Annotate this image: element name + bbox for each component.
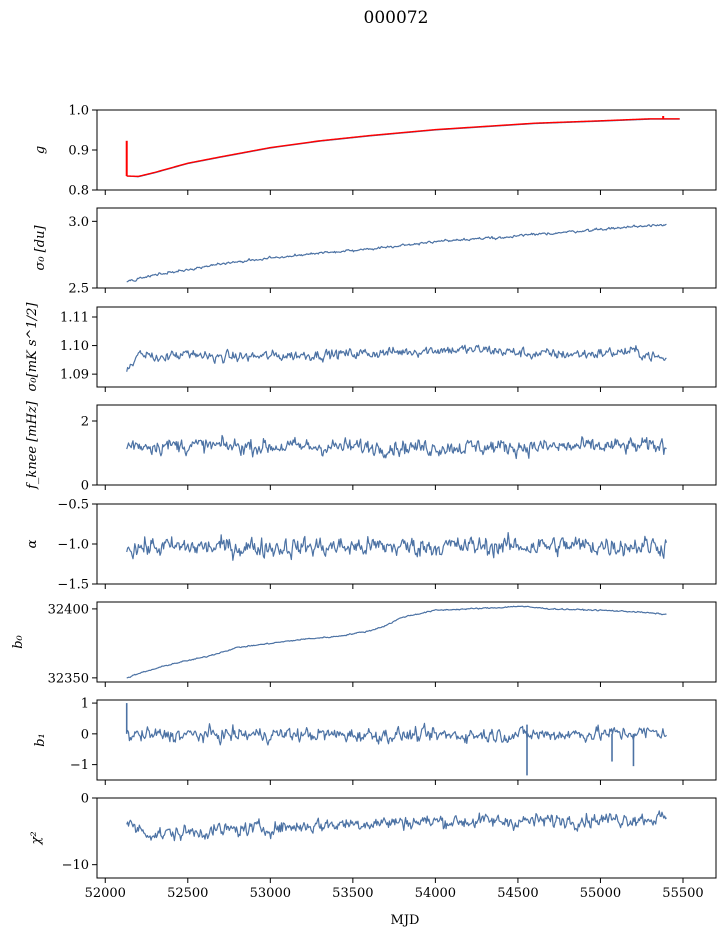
x-tick-label: 52500 — [167, 886, 208, 901]
y-tick-label: 0 — [81, 479, 89, 494]
plot-frame — [96, 797, 717, 879]
series-line-1 — [126, 118, 680, 178]
x-tick-label: 52000 — [85, 886, 126, 901]
y-axis-label: α — [25, 539, 40, 548]
subplot-6: 32350 32400 b₀ — [11, 601, 717, 687]
y-tick-label: 3.0 — [68, 215, 89, 230]
y-axis-label: f_knee [mHz] — [25, 400, 40, 490]
y-tick-label: 2.5 — [68, 282, 89, 297]
y-tick-label: 1 — [81, 697, 89, 712]
series-line-1 — [126, 434, 667, 460]
series-line-2 — [126, 118, 680, 178]
subplot-1: 0.8 0.9 1.0 g — [33, 104, 717, 199]
y-tick-label: 1.10 — [60, 339, 89, 354]
subplot-4: 0 2 f_knee [mHz] — [25, 400, 717, 494]
y-axis-label: b₀ — [11, 634, 26, 648]
x-tick-label: 54000 — [415, 886, 456, 901]
series-line-1 — [126, 605, 667, 679]
series-line-1 — [126, 223, 667, 283]
y-tick-label: 1.09 — [60, 368, 89, 383]
series-line-1 — [126, 722, 667, 746]
figure-title: 000072 — [364, 8, 429, 28]
y-tick-label: 0 — [81, 792, 89, 807]
series-line-1 — [126, 531, 668, 561]
y-tick-label: 0.9 — [68, 144, 89, 159]
y-tick-label: 2 — [81, 415, 89, 430]
y-axis-label: χ² — [29, 831, 44, 845]
x-tick-label: 55500 — [662, 886, 703, 901]
y-axis-label: g — [33, 146, 48, 154]
y-axis-label: σ₀ [du] — [33, 225, 48, 271]
x-tick-label: 53000 — [250, 886, 291, 901]
y-axis-label: σ₀[mK s^1/2] — [25, 302, 40, 392]
y-tick-label: 0 — [81, 727, 89, 742]
y-axis-label: b₁ — [33, 733, 48, 747]
plot-frame — [96, 699, 717, 781]
subplot-2: 2.5 3.0 σ₀ [du] — [33, 207, 717, 297]
plot-frame — [96, 404, 717, 486]
y-tick-label: −1.5 — [57, 578, 89, 593]
y-tick-label: 32400 — [48, 602, 89, 617]
y-tick-label: −1.0 — [57, 538, 89, 553]
series-line-1 — [126, 810, 667, 842]
y-tick-label: 1.11 — [60, 311, 89, 326]
y-tick-label: −1 — [70, 758, 89, 773]
plot-frame — [96, 109, 717, 191]
y-tick-label: 32350 — [48, 671, 89, 686]
y-tick-label: −10 — [62, 858, 89, 873]
plot-frame — [96, 306, 717, 388]
series-line-1 — [126, 344, 667, 372]
y-tick-label: −0.5 — [57, 498, 89, 513]
plot-frame — [96, 207, 717, 289]
subplot-5: −1.5 −1.0 −0.5 α — [25, 498, 717, 593]
subplot-7: −1 0 1 b₁ — [33, 697, 717, 785]
plot-frame — [96, 503, 717, 585]
x-tick-label: 53500 — [332, 886, 373, 901]
y-tick-label: 0.8 — [68, 184, 89, 199]
x-axis-label: MJD — [391, 913, 420, 928]
y-tick-label: 1.0 — [68, 104, 89, 119]
x-tick-label: 54500 — [497, 886, 538, 901]
plot-frame — [96, 601, 717, 683]
x-tick-label: 55000 — [580, 886, 621, 901]
subplot-stack: 0.8 0.9 1.0 g 2.5 3.0 σ₀ [du] 1.09 1.10 1.11 σ₀[mK… — [11, 104, 717, 901]
subplot-8: −10 0 52000 52500 53000 53500 54000 54500 55000 5… — [29, 792, 717, 901]
subplot-3: 1.09 1.10 1.11 σ₀[mK s^1/2] — [25, 302, 717, 392]
